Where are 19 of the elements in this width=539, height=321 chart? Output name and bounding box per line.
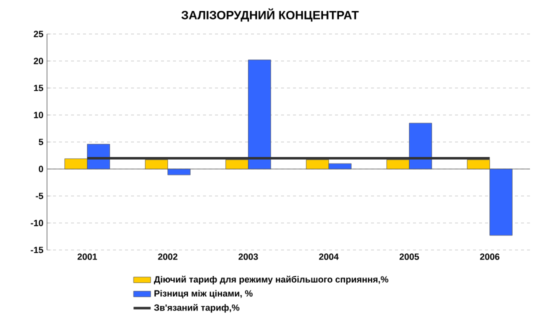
x-tick-label: 2006 bbox=[480, 254, 500, 260]
y-tick-label: 5 bbox=[38, 138, 44, 146]
y-tick-label: 20 bbox=[34, 58, 44, 64]
y-tick-label: 15 bbox=[34, 84, 44, 92]
y-tick-label: -10 bbox=[30, 220, 44, 226]
x-tick-label: 2001 bbox=[78, 254, 98, 260]
x-tick-label: 2003 bbox=[238, 254, 258, 260]
y-tick-label: 0 bbox=[38, 166, 44, 172]
legend-label: Діючий тариф для режиму найбільшого сприяння,% bbox=[154, 276, 388, 284]
legend-label: Різниця між цінами, % bbox=[154, 290, 253, 298]
x-tick-label: 2005 bbox=[400, 254, 419, 260]
legend-label: Зв'язаний тариф,% bbox=[154, 304, 240, 313]
x-tick-label: 2002 bbox=[158, 254, 178, 260]
x-tick-label: 2004 bbox=[319, 254, 339, 260]
chart-title: ЗАЛІЗОРУДНИЙ КОНЦЕНТРАТ bbox=[181, 8, 359, 22]
y-tick-label: 25 bbox=[34, 30, 44, 38]
y-tick-label: -5 bbox=[36, 192, 44, 200]
y-tick-label: -15 bbox=[30, 246, 44, 254]
y-tick-label: 10 bbox=[34, 112, 44, 118]
